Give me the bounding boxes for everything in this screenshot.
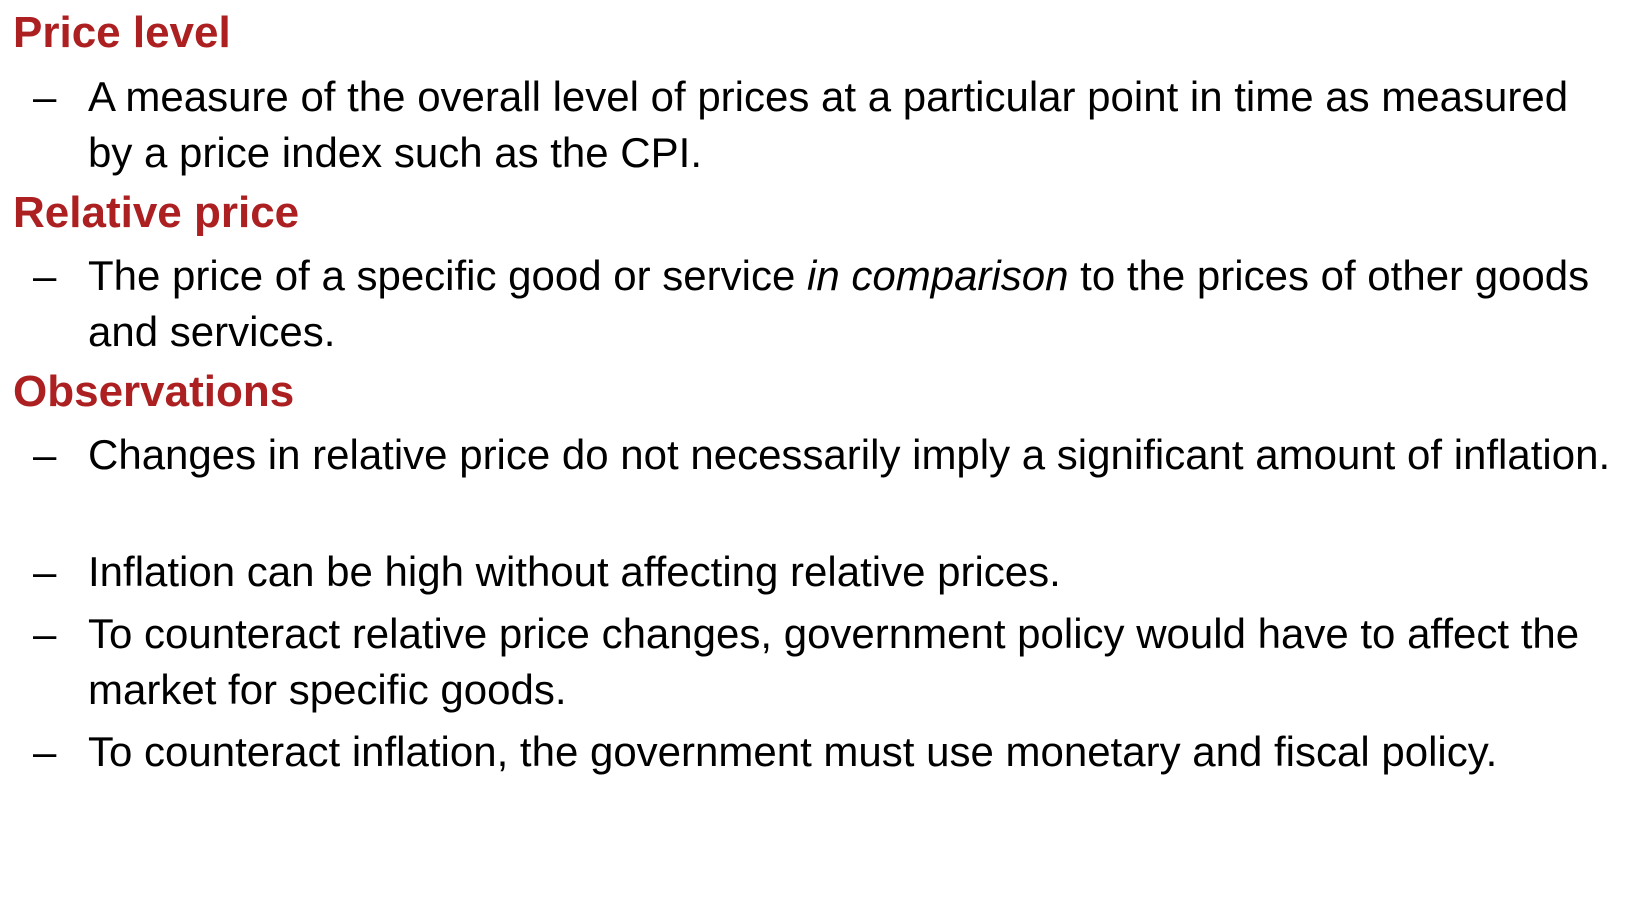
- bullet-text: To counteract inflation, the government …: [88, 728, 1498, 775]
- bullet-text-emphasis: in comparison: [807, 252, 1069, 299]
- bullet-text: A measure of the overall level of prices…: [88, 73, 1569, 176]
- bullet-dash: –: [33, 73, 57, 120]
- bullet-dash: –: [33, 548, 57, 595]
- bullet-dash: –: [33, 431, 57, 478]
- bullet-text: The price of a specific good or service …: [88, 248, 1623, 360]
- bullet-text: Changes in relative price do not necessa…: [88, 431, 1611, 478]
- bullet-dash: –: [33, 728, 57, 775]
- bullet-text-before: The price of a specific good or service: [88, 252, 808, 299]
- bullet-text: Inflation can be high without affecting …: [88, 548, 1061, 595]
- bullet-text: To counteract relative price changes, go…: [88, 610, 1580, 713]
- bullet-dash: –: [33, 252, 57, 299]
- section-heading-observations: Observations: [13, 367, 295, 416]
- bullet-text-after: to the prices of other goods and service…: [88, 252, 1590, 355]
- bullet-dash: –: [33, 610, 57, 657]
- section-heading-price-level: Price level: [13, 8, 231, 57]
- section-heading-relative-price: Relative price: [13, 188, 300, 237]
